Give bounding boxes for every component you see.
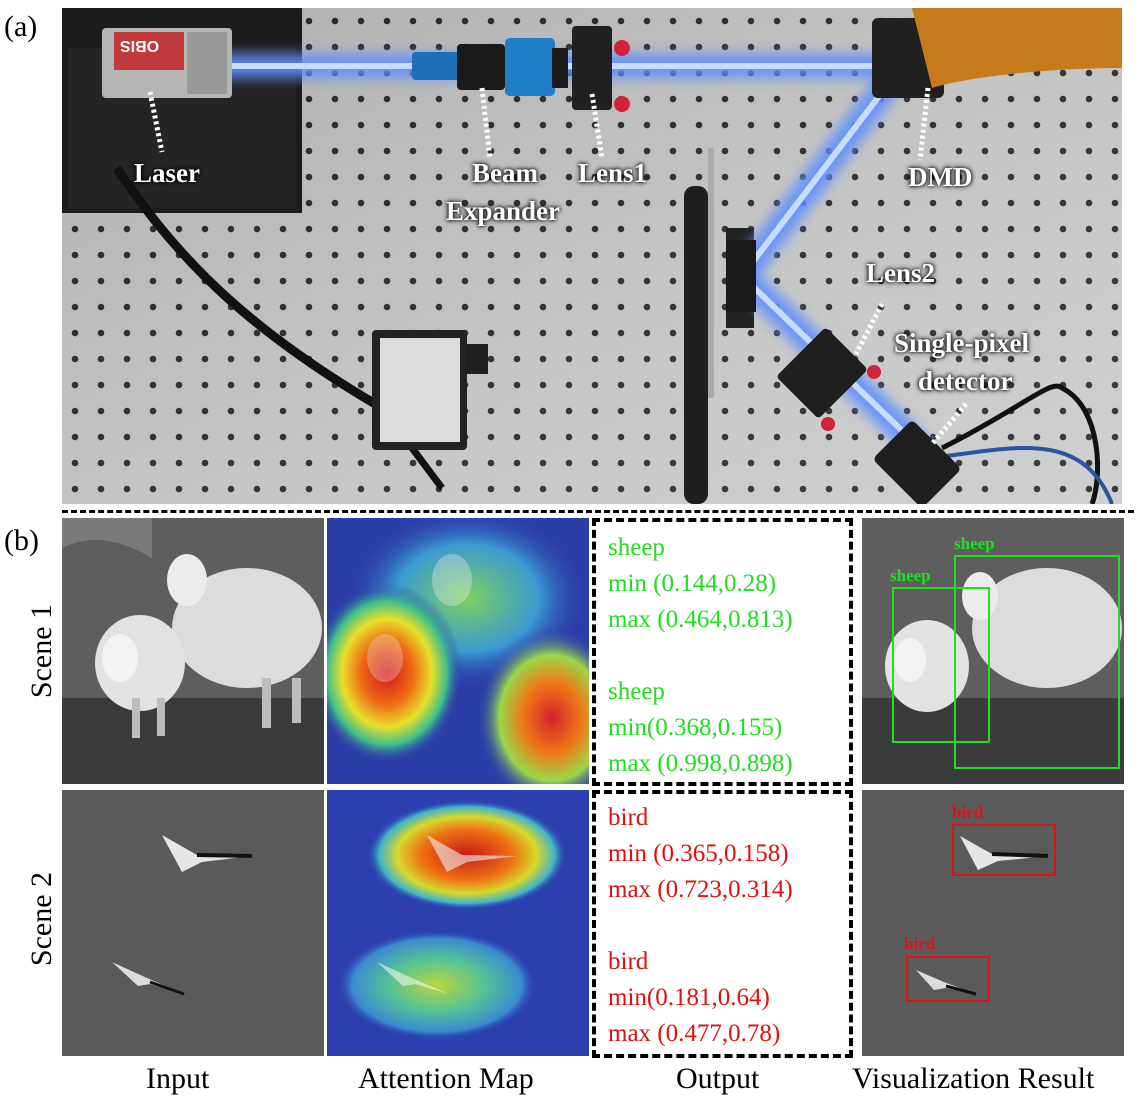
optical-setup-photo: OBIS (62, 8, 1122, 504)
scene1-visualization-image: sheep sheep (862, 518, 1124, 784)
scene2-detection-box (906, 956, 990, 1002)
scene1-attention-map (327, 518, 589, 784)
scene1-output-line: min(0.368,0.155) (608, 714, 783, 741)
column-label-visualization-result: Visualization Result (852, 1062, 1095, 1095)
scene2-input-image (62, 790, 324, 1056)
scene2-output-line: max (0.723,0.314) (608, 876, 793, 903)
column-label-output: Output (676, 1062, 760, 1095)
scene1-output-box: sheep min (0.144,0.28) max (0.464,0.813)… (592, 518, 853, 786)
scene1-output-line: max (0.464,0.813) (608, 606, 793, 633)
lens1-label: Lens1 (578, 158, 648, 188)
panel-a-label: (a) (4, 10, 38, 43)
dmd-label: DMD (908, 162, 973, 192)
row-label-scene1: Scene 1 (25, 603, 58, 699)
scene2-detection-tag: bird (904, 934, 936, 953)
scene2-detection-box (952, 824, 1056, 876)
scene1-output-line: max (0.998,0.898) (608, 750, 793, 777)
scene2-output-line: max (0.477,0.78) (608, 1020, 781, 1047)
scene1-output-line: min (0.144,0.28) (608, 570, 777, 597)
detector-label-line2: detector (918, 366, 1013, 396)
scene1-input-image (62, 518, 324, 784)
beam-expander-label-line1: Beam (472, 158, 538, 188)
scene2-output-line: min(0.181,0.64) (608, 984, 770, 1011)
scene2-output-line: bird (608, 948, 649, 975)
scene1-output-line: sheep (608, 534, 665, 561)
column-label-input: Input (146, 1062, 210, 1095)
detector-label-line1: Single-pixel (894, 328, 1030, 358)
lens2-label: Lens2 (866, 258, 936, 288)
scene1-detection-box (954, 555, 1120, 769)
scene1-detection-tag: sheep (954, 534, 995, 553)
column-label-attention-map: Attention Map (358, 1062, 534, 1095)
beam-expander-label-line2: Expander (446, 196, 561, 226)
row-label-scene2: Scene 2 (25, 871, 58, 967)
scene1-output-line: sheep (608, 678, 665, 705)
laser-brand-label: OBIS (120, 37, 160, 54)
panel-b-label: (b) (4, 524, 39, 557)
laser-label: Laser (134, 158, 200, 188)
scene2-output-line: min (0.365,0.158) (608, 840, 789, 867)
scene2-attention-map (327, 790, 589, 1056)
scene2-output-box: bird min (0.365,0.158) max (0.723,0.314)… (592, 790, 853, 1058)
scene2-visualization-image: bird bird (862, 790, 1124, 1056)
scene2-detection-tag: bird (952, 803, 984, 822)
panel-divider (62, 510, 1134, 513)
scene1-detection-tag: sheep (890, 566, 931, 585)
scene1-detection-box (892, 587, 990, 743)
scene2-output-line: bird (608, 804, 649, 831)
